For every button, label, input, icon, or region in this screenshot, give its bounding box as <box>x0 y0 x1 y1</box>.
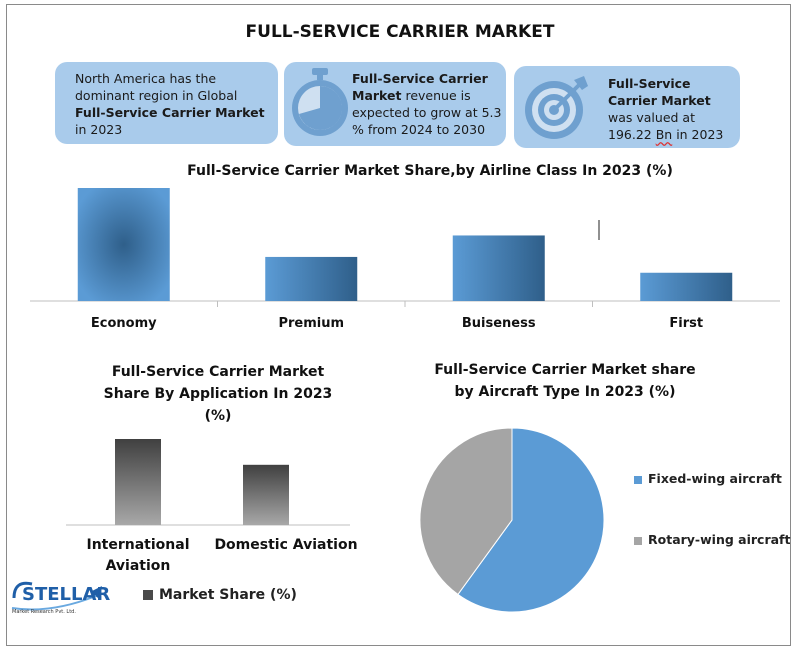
logo-swoosh-icon <box>11 581 102 611</box>
legend-swatch <box>143 590 153 600</box>
pie-legend-fixed: Fixed-wing aircraft <box>634 471 782 486</box>
region-card-text: North America has the dominant region in… <box>75 71 265 137</box>
application-chart-title: Full-Service Carrier Market Share By App… <box>103 364 333 424</box>
stellar-logo: STELLAR Market Research Pvt. Ltd. <box>10 578 110 618</box>
pie-slice-rotary-wing <box>419 427 513 596</box>
pie-slice-fixed-wing <box>457 427 605 613</box>
infographic-frame <box>6 4 791 646</box>
legend-swatch-rotary <box>634 536 642 545</box>
class-bar-chart: Economy Premium Buiseness First <box>30 188 780 330</box>
application-legend: Market Share (%) <box>143 587 297 603</box>
class-tick-label: Buiseness <box>462 316 536 330</box>
class-bar-economy <box>77 188 170 301</box>
region-card: North America has the dominant region in… <box>55 62 278 144</box>
stopwatch-icon <box>292 68 348 136</box>
legend-swatch-fixed <box>634 475 642 484</box>
class-bar-premium <box>265 256 358 301</box>
class-tick-label: Premium <box>278 316 344 330</box>
value-card: Full-Service Carrier Market was valued a… <box>514 66 740 148</box>
target-icon <box>525 76 588 139</box>
class-bar-buiseness <box>452 235 545 301</box>
aircraft-pie-chart <box>419 427 605 613</box>
application-bar-chart: International Aviation Domestic Aviation <box>66 439 358 574</box>
class-chart-title: Full-Service Carrier Market Share,by Air… <box>187 163 673 179</box>
growth-card: Full-Service Carrier Market revenue is e… <box>284 62 506 146</box>
application-bar <box>243 464 289 525</box>
growth-card-text: Full-Service Carrier Market revenue is e… <box>352 71 502 137</box>
application-tick-label: Domestic Aviation <box>214 537 357 553</box>
page-title: FULL-SERVICE CARRIER MARKET <box>245 22 555 42</box>
application-bar <box>115 439 161 525</box>
pie-legend-rotary: Rotary-wing aircraft <box>634 532 790 547</box>
aircraft-chart-title: Full-Service Carrier Market share by Air… <box>434 362 696 400</box>
logo-tagline: Market Research Pvt. Ltd. <box>12 609 76 615</box>
application-tick-label: International Aviation <box>86 537 189 574</box>
class-tick-label: First <box>669 316 703 330</box>
class-tick-label: Economy <box>91 316 157 330</box>
logo-name: STELLAR <box>22 584 111 605</box>
class-bar-first <box>640 272 733 301</box>
value-card-text: Full-Service Carrier Market was valued a… <box>608 76 724 142</box>
